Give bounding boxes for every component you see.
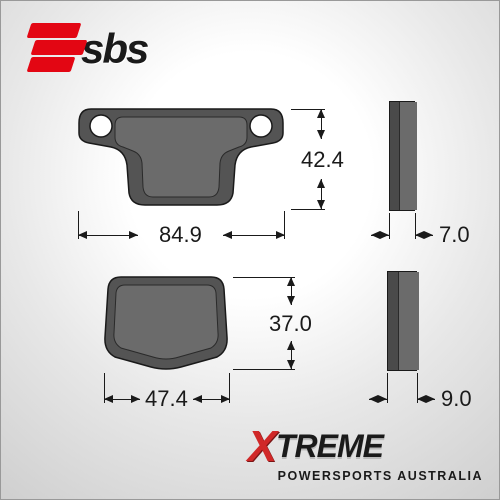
dim-top-width: 84.9 — [159, 222, 202, 248]
pad-bottom-front — [101, 271, 231, 371]
diagram-canvas: sbs 84.9 42.4 7.0 — [0, 0, 500, 500]
xtreme-rest: TREME — [276, 428, 383, 464]
xtreme-x-letter: X — [248, 427, 276, 467]
dim-bot-width: 47.4 — [145, 386, 188, 412]
xtreme-logo: XTREME POWERSPORTS AUSTRALIA — [248, 427, 483, 483]
dim-arrow — [417, 399, 435, 400]
dim-arrow — [415, 235, 433, 236]
dim-arrow — [321, 109, 322, 139]
ext-line — [233, 369, 295, 370]
xtreme-wordmark: XTREME — [248, 427, 483, 467]
pad-bottom-side — [387, 271, 417, 371]
sbs-wordmark: sbs — [81, 25, 147, 73]
xtreme-tagline: POWERSPORTS AUSTRALIA — [278, 469, 483, 483]
dim-arrow — [291, 341, 292, 369]
ext-line — [389, 213, 390, 239]
pad-top-front — [71, 101, 291, 211]
dim-arrow — [371, 235, 389, 236]
dim-arrow — [104, 399, 140, 400]
dim-arrow — [291, 277, 292, 305]
sbs-logo: sbs — [29, 23, 147, 75]
ext-line — [291, 209, 325, 210]
dim-bot-height: 37.0 — [269, 311, 312, 337]
ext-line — [387, 373, 388, 403]
dim-top-height: 42.4 — [301, 147, 344, 173]
dim-arrow — [223, 235, 285, 236]
dim-arrow — [321, 179, 322, 209]
dim-arrow — [78, 235, 138, 236]
dim-arrow — [369, 399, 387, 400]
dim-top-thick: 7.0 — [439, 222, 470, 248]
pad-top-side — [389, 101, 415, 211]
ext-line — [233, 277, 295, 278]
dim-bot-thick: 9.0 — [441, 386, 472, 412]
dim-arrow — [193, 399, 230, 400]
sbs-stripes-icon — [29, 23, 87, 75]
